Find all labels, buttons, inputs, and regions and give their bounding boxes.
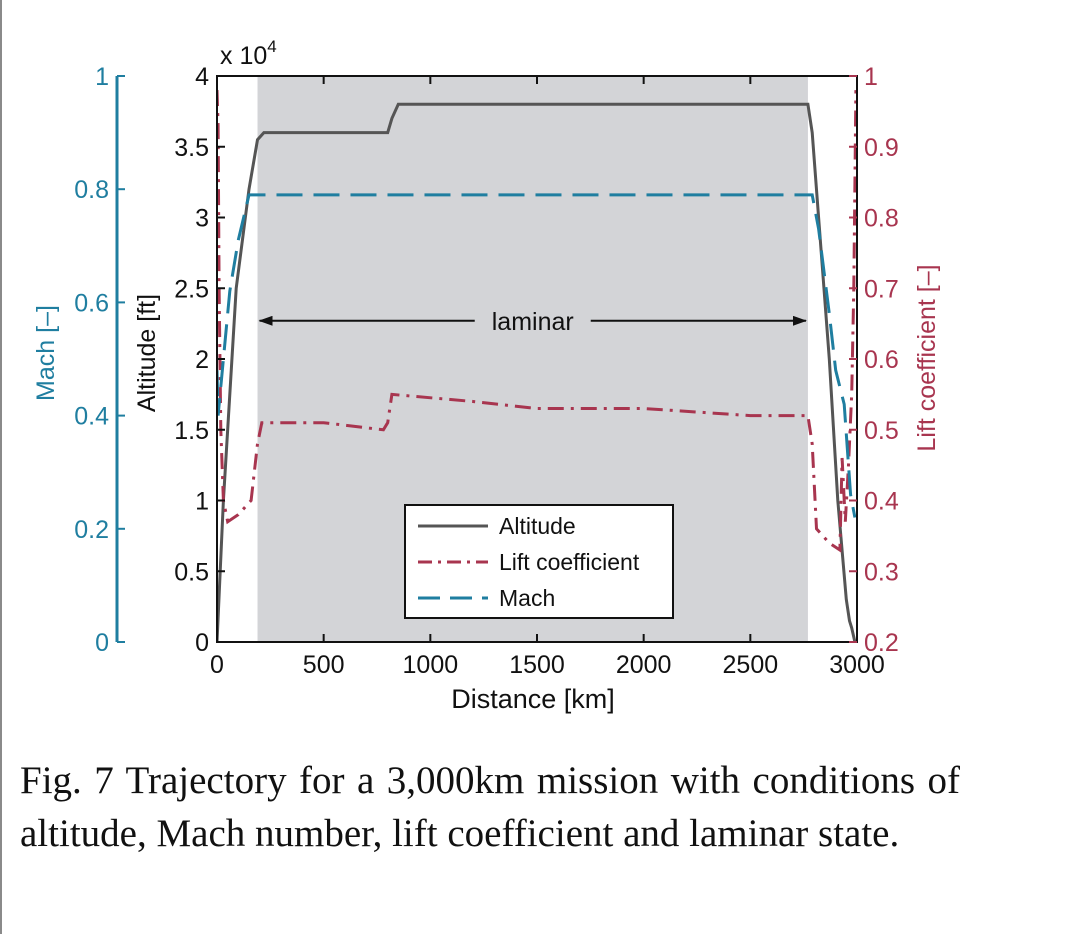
x-axis-label: Distance [km] — [451, 684, 615, 714]
mach-series-line — [217, 193, 857, 518]
lift-tick-label: 1 — [864, 63, 878, 91]
altitude-tick-label: 1 — [195, 488, 209, 516]
altitude-tick-label: 0.5 — [174, 558, 209, 586]
x-tick-label: 2500 — [723, 651, 779, 679]
lift-tick-label: 0.2 — [864, 629, 899, 657]
lift-tick-label: 0.8 — [864, 205, 899, 233]
lift-coefficient-series-line — [217, 90, 857, 553]
altitude-tick-label: 2.5 — [174, 275, 209, 303]
mach-tick-label: 0.8 — [74, 176, 109, 204]
legend-lift-label: Lift coefficient — [499, 549, 640, 575]
lift-tick-label: 0.5 — [864, 417, 899, 445]
lift-tick-label: 0.6 — [864, 346, 899, 374]
legend-mach-label: Mach — [499, 585, 555, 611]
laminar-label-background — [474, 306, 591, 335]
legend: Altitude Lift coefficient Mach — [404, 504, 674, 619]
altitude-series-line — [217, 102, 857, 642]
altitude-tick-label: 4 — [195, 63, 209, 91]
x-tick-label: 500 — [303, 651, 345, 679]
laminar-label: laminar — [492, 308, 574, 336]
lift-tick-label: 0.7 — [864, 275, 899, 303]
x-tick-label: 3000 — [829, 651, 885, 679]
mach-tick-label: 0.6 — [74, 289, 109, 317]
lift-tick-label: 0.3 — [864, 558, 899, 586]
altitude-tick-label: 3 — [195, 205, 209, 233]
x-tick-label: 1500 — [509, 651, 565, 679]
x-axis-ticks: 0 500 1000 1500 2000 2500 3000 — [210, 76, 885, 679]
altitude-exponent-label: x 104 — [220, 37, 277, 70]
legend-altitude-label: Altitude — [499, 513, 576, 539]
lift-tick-label: 0.9 — [864, 134, 899, 162]
mach-tick-label: 1 — [95, 63, 109, 91]
mach-tick-label: 0.4 — [74, 403, 109, 431]
lift-tick-label: 0.4 — [864, 488, 899, 516]
altitude-tick-label: 1.5 — [174, 417, 209, 445]
lift-axis-label: Lift coefficient [–] — [913, 264, 941, 451]
lift-axis-ticks: 0.2 0.3 0.4 0.5 0.6 0.7 0.8 0.9 1 — [849, 63, 899, 657]
x-tick-label: 0 — [210, 651, 224, 679]
mach-tick-label: 0 — [95, 629, 109, 657]
mach-tick-label: 0.2 — [74, 516, 109, 544]
x-tick-label: 1000 — [403, 651, 459, 679]
x-tick-label: 2000 — [616, 651, 672, 679]
mach-axis-label: Mach [–] — [32, 305, 60, 401]
page-edge-rule — [0, 0, 2, 934]
altitude-tick-label: 3.5 — [174, 134, 209, 162]
altitude-tick-label: 0 — [195, 629, 209, 657]
altitude-axis-ticks: 0 0.5 1 1.5 2 2.5 3 3.5 4 — [174, 63, 225, 657]
figure-caption: Fig. 7 Trajectory for a 3,000km mission … — [20, 759, 960, 855]
altitude-axis-label: Altitude [ft] — [133, 294, 161, 412]
altitude-tick-label: 2 — [195, 346, 209, 374]
